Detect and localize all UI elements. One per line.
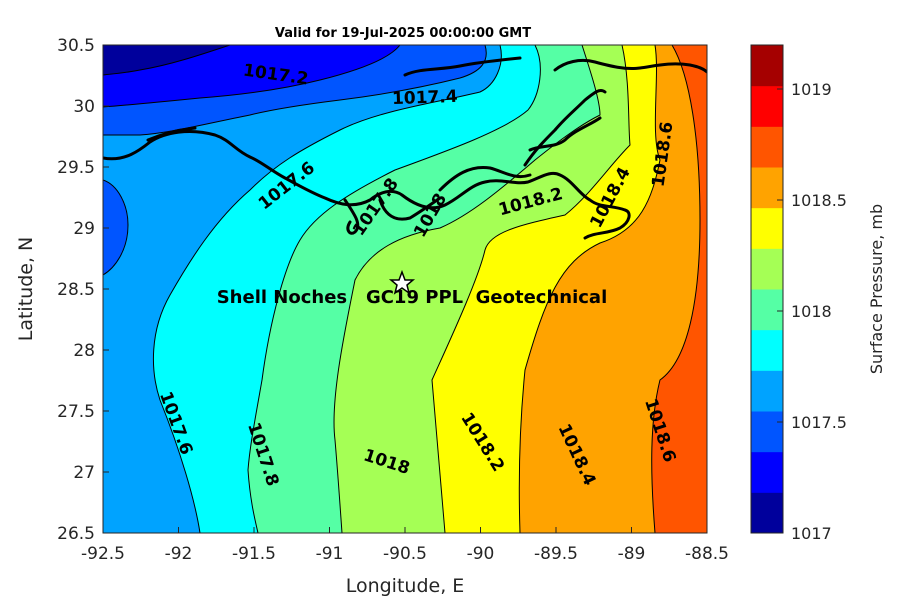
y-tick-label: 27 (73, 463, 95, 483)
figure-title: Valid for 19-Jul-2025 00:00:00 GMT (275, 26, 531, 41)
y-tick-label: 26.5 (57, 524, 95, 544)
colorbar-tick-label: 1019 (791, 80, 832, 99)
colorbar-segment (751, 492, 783, 534)
colorbar (751, 45, 783, 534)
x-tick-label: -90 (467, 544, 495, 564)
contour-label: 1017.4 (392, 87, 458, 109)
x-tick-label: -91.5 (232, 544, 276, 564)
x-tick-label: -89.5 (534, 544, 578, 564)
y-axis-label: Latitude, N (15, 237, 37, 342)
colorbar-tick-label: 1018.5 (791, 191, 847, 210)
y-tick-label: 30 (73, 97, 95, 117)
x-tick-label: -88.5 (685, 544, 729, 564)
colorbar-tick-label: 1017.5 (791, 413, 847, 432)
colorbar-tick-labels: 1019 1018.5 1018 1017.5 1017 (791, 80, 847, 543)
colorbar-label: Surface Pressure, mb (867, 204, 886, 374)
colorbar-segment (751, 329, 783, 371)
y-tick-label: 29 (73, 219, 95, 239)
colorbar-segment (751, 207, 783, 249)
coastline (103, 56, 707, 240)
colorbar-ticks (777, 88, 783, 534)
colorbar-segment (751, 126, 783, 168)
x-axis (102, 527, 708, 533)
x-tick-label: -92.5 (81, 544, 125, 564)
colorbar-segment (751, 289, 783, 331)
y-tick-label: 27.5 (57, 402, 95, 422)
site-label: Shell Noches GC19 PPL Geotechnical (217, 287, 608, 308)
colorbar-segment (751, 451, 783, 493)
colorbar-tick-label: 1018 (791, 302, 832, 321)
x-axis-label: Longitude, E (346, 575, 465, 597)
band-1017-6 (103, 45, 502, 533)
y-axis (103, 44, 109, 534)
x-tick-label: -89 (618, 544, 646, 564)
x-tick-label: -91 (316, 544, 344, 564)
colorbar-segment (751, 411, 783, 453)
contour-map: 1017.2 1017.4 1017.6 1017.8 1018 1018.2 … (103, 45, 707, 533)
y-tick-label: 29.5 (57, 158, 95, 178)
y-tick-labels: 30.5 30 29.5 29 28.5 28 27.5 27 26.5 (57, 36, 95, 544)
colorbar-segment (751, 167, 783, 209)
x-tick-label: -90.5 (383, 544, 427, 564)
colorbar-segment (751, 370, 783, 412)
colorbar-segment (751, 85, 783, 127)
colorbar-segment (751, 45, 783, 87)
y-tick-label: 30.5 (57, 36, 95, 56)
star-marker (388, 269, 416, 295)
y-tick-label: 28 (73, 341, 95, 361)
band-1017-0 (103, 45, 231, 76)
x-tick-labels: -92.5 -92 -91.5 -91 -90.5 -90 -89.5 -89 … (81, 544, 729, 564)
x-tick-label: -92 (165, 544, 193, 564)
y-tick-label: 28.5 (57, 280, 95, 300)
colorbar-tick-label: 1017 (791, 524, 832, 543)
colorbar-frame (750, 44, 784, 534)
colorbar-segment (751, 248, 783, 290)
band-left-pocket (103, 179, 129, 276)
